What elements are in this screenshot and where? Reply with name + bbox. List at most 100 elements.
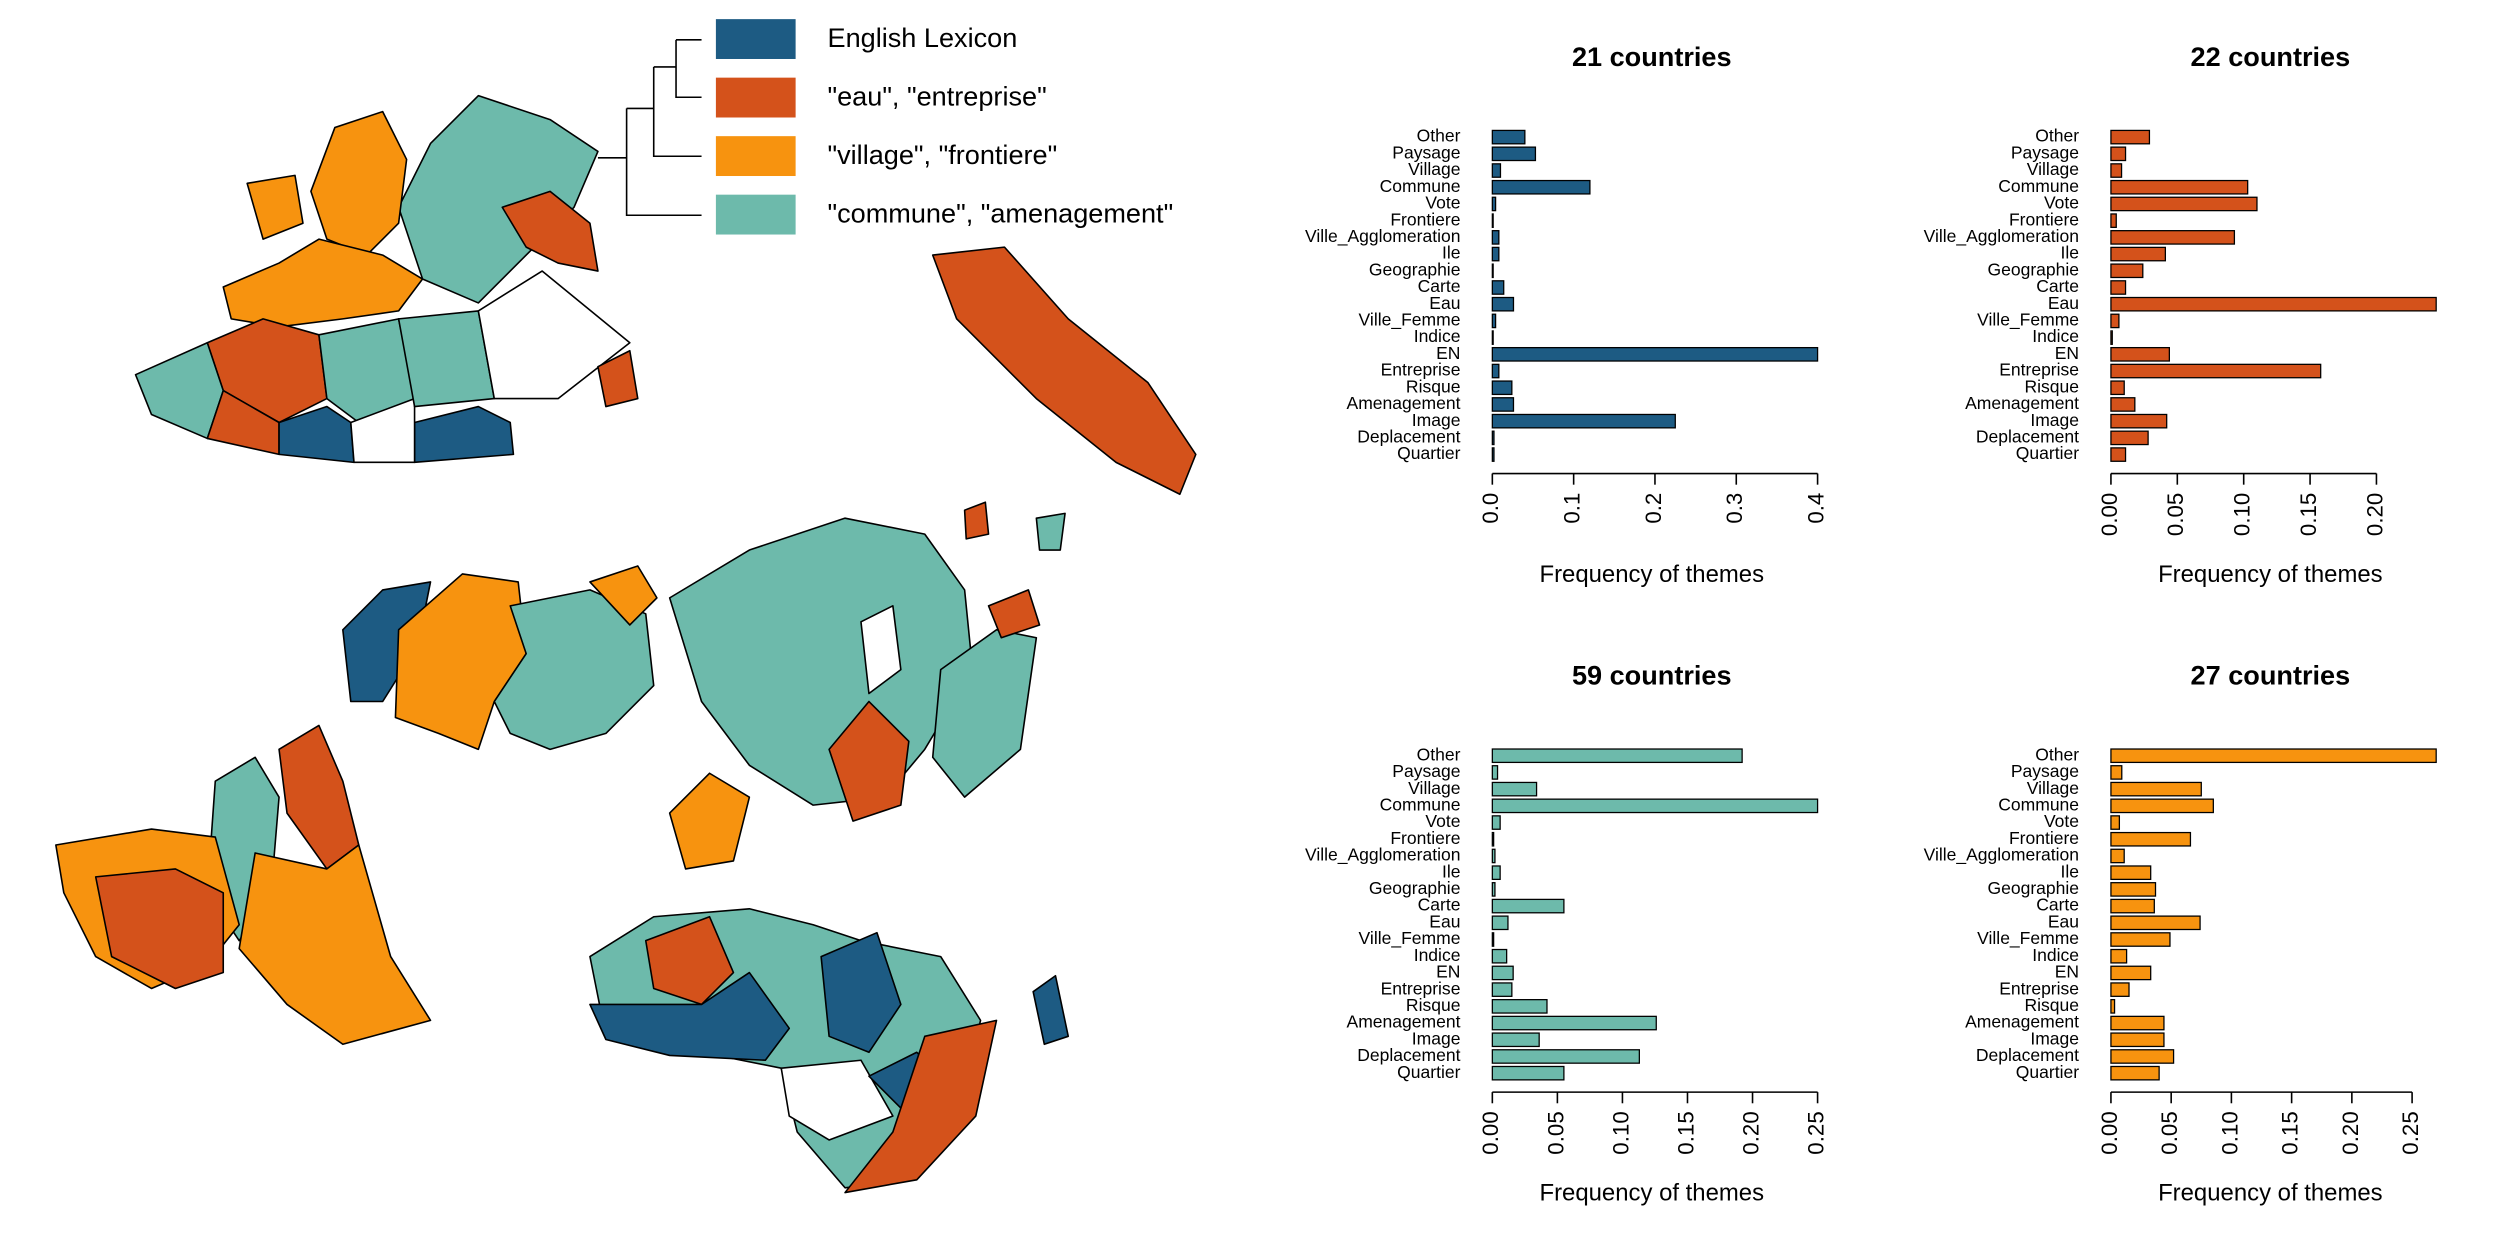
category-label: Village xyxy=(1408,778,1460,798)
bar xyxy=(1491,330,1494,345)
category-label: Quartier xyxy=(2016,1062,2079,1082)
bar xyxy=(1491,815,1501,830)
chart-title: 27 countries xyxy=(2191,660,2351,691)
bar xyxy=(2110,296,2437,312)
bar xyxy=(2110,815,2121,830)
map-region xyxy=(820,931,902,1054)
bar xyxy=(2110,196,2258,212)
legend-label: English Lexicon xyxy=(828,22,1018,53)
x-tick-label: 0.25 xyxy=(2398,1111,2423,1154)
bar xyxy=(2110,982,2130,997)
bar xyxy=(2110,915,2201,931)
bar xyxy=(2110,848,2125,864)
category-label: Paysage xyxy=(2011,761,2079,781)
category-label: Quartier xyxy=(1397,1062,1460,1082)
map-region xyxy=(987,589,1041,639)
x-axis-label: Frequency of themes xyxy=(1539,561,1764,588)
bar xyxy=(1491,313,1497,329)
category-label: Ville_Femme xyxy=(1359,310,1461,331)
category-label: Frontiere xyxy=(2009,209,2079,229)
category-label: Entreprise xyxy=(1999,978,2079,998)
bar xyxy=(1491,213,1494,228)
bar xyxy=(1491,280,1505,295)
category-label: Amenagement xyxy=(1965,1012,2079,1032)
bar xyxy=(1491,898,1565,914)
category-label: Other xyxy=(1417,126,1461,146)
category-label: Commune xyxy=(1380,794,1461,814)
bar xyxy=(1491,296,1515,312)
map-region xyxy=(238,844,432,1046)
x-tick-label: 0.4 xyxy=(1803,493,1828,524)
bar xyxy=(2110,280,2127,295)
bar xyxy=(2110,179,2249,195)
category-label: Carte xyxy=(1418,276,1461,296)
map-region xyxy=(222,238,424,328)
category-label: Ville_Femme xyxy=(1977,928,2079,949)
category-label: Indice xyxy=(1414,326,1461,346)
bar xyxy=(2110,246,2167,262)
bar xyxy=(1491,748,1743,764)
bar xyxy=(1491,798,1819,814)
category-label: Ile xyxy=(2061,861,2080,881)
x-tick-label: 0.0 xyxy=(1478,493,1503,524)
bar xyxy=(2110,865,2152,881)
map-region xyxy=(477,270,631,400)
bar xyxy=(1491,948,1508,964)
x-tick-label: 0.3 xyxy=(1722,493,1747,524)
bar xyxy=(1491,196,1497,212)
x-tick-label: 0.05 xyxy=(1543,1111,1568,1154)
category-label: Ville_Femme xyxy=(1359,928,1461,949)
category-label: Entreprise xyxy=(1381,978,1461,998)
x-tick-label: 0.20 xyxy=(1738,1111,1763,1154)
bar xyxy=(2110,831,2192,847)
category-label: Indice xyxy=(2032,945,2079,965)
category-label: Vote xyxy=(2044,193,2079,213)
map-region xyxy=(1035,512,1066,551)
legend-swatch xyxy=(715,136,796,177)
x-axis-label: Frequency of themes xyxy=(1539,1179,1764,1206)
map-region xyxy=(397,94,599,304)
bar xyxy=(2110,882,2157,897)
bar xyxy=(1491,1065,1565,1081)
category-label: Deplacement xyxy=(1357,1045,1460,1065)
category-label: Frontiere xyxy=(2009,828,2079,848)
category-label: Frontiere xyxy=(1390,209,1460,229)
bar xyxy=(2110,263,2144,279)
bar xyxy=(2110,1015,2165,1031)
x-tick-label: 0.00 xyxy=(2097,1111,2122,1154)
bar xyxy=(1491,982,1513,997)
x-tick-label: 0.10 xyxy=(2230,493,2255,536)
bar xyxy=(2110,748,2437,764)
chart-title: 22 countries xyxy=(2191,41,2351,72)
category-label: EN xyxy=(1436,343,1460,363)
x-tick-label: 0.10 xyxy=(2217,1111,2242,1154)
map-region xyxy=(644,915,735,1006)
bar xyxy=(2110,230,2236,245)
category-label: EN xyxy=(1436,962,1460,982)
bar xyxy=(1491,831,1495,847)
map-region xyxy=(860,605,902,695)
category-label: Carte xyxy=(2036,276,2079,296)
category-label: Eau xyxy=(2048,911,2079,931)
bar xyxy=(2110,413,2168,429)
map-region xyxy=(668,772,751,870)
bar xyxy=(2110,313,2120,329)
bar xyxy=(1491,848,1496,864)
bar xyxy=(2110,999,2116,1014)
bar xyxy=(2110,781,2202,797)
map-region xyxy=(931,246,1197,496)
category-label: Commune xyxy=(1998,794,2079,814)
x-tick-label: 0.15 xyxy=(2278,1111,2303,1154)
map-region xyxy=(94,868,225,990)
category-label: Ville_Agglomeration xyxy=(1305,226,1460,247)
bar xyxy=(1491,413,1676,429)
legend-swatch xyxy=(715,19,796,59)
map-region xyxy=(844,1019,998,1194)
category-label: Amenagement xyxy=(1347,393,1461,413)
bar xyxy=(2110,1065,2160,1081)
category-label: Image xyxy=(2030,410,2079,430)
category-label: Geographie xyxy=(1988,878,2080,898)
x-tick-label: 0.00 xyxy=(2097,493,2122,536)
category-label: Risque xyxy=(2025,376,2080,396)
x-tick-label: 0.05 xyxy=(2163,493,2188,536)
